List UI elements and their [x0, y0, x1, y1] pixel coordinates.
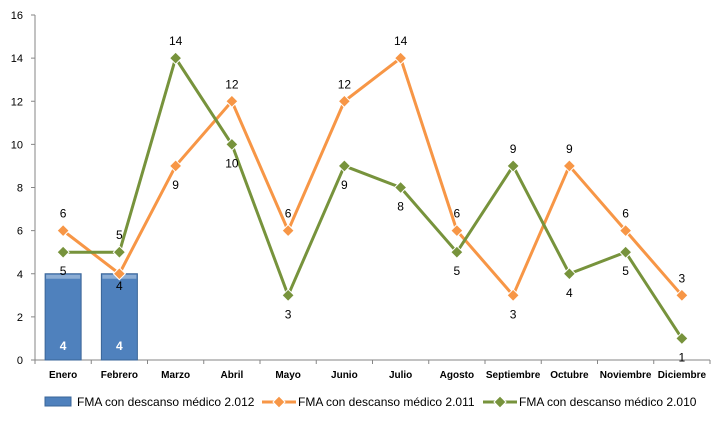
legend-swatch-bar — [44, 396, 72, 407]
y-tick-label: 6 — [17, 226, 23, 238]
series-marker — [618, 245, 633, 259]
line-data-label: 3 — [679, 271, 686, 285]
series-marker — [225, 94, 239, 108]
line-data-label: 9 — [172, 178, 179, 192]
series-marker — [675, 288, 689, 303]
x-tick-label: Marzo — [161, 370, 190, 381]
y-tick-label: 4 — [17, 269, 23, 281]
y-tick-label: 12 — [11, 96, 23, 108]
series-marker — [337, 94, 352, 108]
line-data-label: 4 — [566, 286, 573, 300]
series-marker — [393, 180, 408, 195]
series-marker — [506, 159, 520, 173]
x-tick-label: Enero — [49, 370, 77, 381]
legend-label: FMA con descanso médico 2.010 — [519, 395, 697, 409]
bar-data-label: 4 — [60, 339, 67, 353]
series-marker — [56, 223, 70, 238]
line-data-label: 12 — [225, 77, 239, 91]
x-tick-label: Febrero — [101, 370, 138, 381]
x-tick-label: Julio — [389, 370, 412, 381]
y-tick-label: 10 — [11, 139, 23, 151]
line-data-label: 5 — [622, 264, 629, 278]
line-data-label: 5 — [116, 228, 123, 242]
line-series — [56, 51, 689, 346]
x-tick-label: Diciembre — [658, 370, 707, 381]
series-marker — [112, 245, 127, 259]
x-tick-label: Abril — [220, 370, 243, 381]
series-marker — [393, 51, 408, 65]
series-marker — [56, 245, 70, 259]
line-data-label: 1 — [679, 350, 686, 364]
series-marker — [562, 267, 577, 281]
y-tick-label: 8 — [17, 183, 23, 195]
series-marker — [168, 159, 183, 173]
x-tick-label: Junio — [331, 370, 358, 381]
series-marker — [281, 288, 295, 303]
line-data-label: 8 — [397, 200, 404, 214]
line-data-label: 6 — [454, 207, 461, 221]
x-tick-label: Septiembre — [486, 370, 541, 381]
legend-marker — [493, 395, 507, 409]
bar — [44, 273, 82, 361]
x-tick-label: Mayo — [275, 370, 301, 381]
series-marker — [675, 331, 689, 346]
legend-label: FMA con descanso médico 2.011 — [298, 395, 475, 409]
line-data-label: 6 — [60, 207, 67, 221]
line-data-label: 12 — [338, 77, 352, 91]
x-tick-label: Octubre — [550, 370, 589, 381]
series-marker — [168, 51, 183, 65]
series-marker — [506, 288, 520, 303]
series-line — [62, 56, 684, 297]
line-data-label: 3 — [285, 307, 292, 321]
legend-label: FMA con descanso médico 2.012 — [77, 395, 255, 409]
series-marker — [337, 159, 352, 173]
x-tick-label: Agosto — [440, 370, 474, 381]
series-marker — [450, 245, 464, 259]
line-data-label: 9 — [566, 142, 573, 156]
bar-data-label: 4 — [116, 339, 123, 353]
legend-marker — [272, 395, 286, 409]
line-data-label: 5 — [60, 264, 67, 278]
line-data-label: 6 — [285, 207, 292, 221]
bar-highlight — [46, 274, 81, 279]
series-marker — [281, 223, 295, 238]
bar-top-label: 4 — [116, 279, 123, 293]
legend: FMA con descanso médico 2.012 FMA con des… — [44, 395, 697, 409]
x-tick-label: Noviembre — [600, 370, 652, 381]
data-labels: 4 4 4 6 9 12 6 12 14 6 3 9 6 3 5 5 14 10 3 9 8 5 9 4 5 1 — [60, 34, 686, 364]
series-line — [63, 56, 684, 340]
series-marker — [618, 223, 633, 238]
line-data-label: 5 — [454, 264, 461, 278]
y-tick-label: 0 — [17, 355, 23, 367]
line-data-label: 14 — [394, 34, 408, 48]
line-data-label: 9 — [341, 178, 348, 192]
line-data-label: 10 — [225, 156, 239, 170]
line-data-label: 3 — [510, 307, 517, 321]
line-data-label: 14 — [169, 34, 183, 48]
series-marker — [450, 223, 464, 238]
line-data-label: 9 — [510, 142, 517, 156]
line-data-label: 6 — [622, 207, 629, 221]
y-tick-label: 14 — [11, 53, 23, 65]
series-marker — [225, 137, 239, 152]
y-tick-label: 2 — [17, 312, 23, 324]
series-marker — [112, 267, 127, 281]
series-marker — [562, 159, 577, 173]
y-tick-label: 16 — [11, 10, 23, 22]
